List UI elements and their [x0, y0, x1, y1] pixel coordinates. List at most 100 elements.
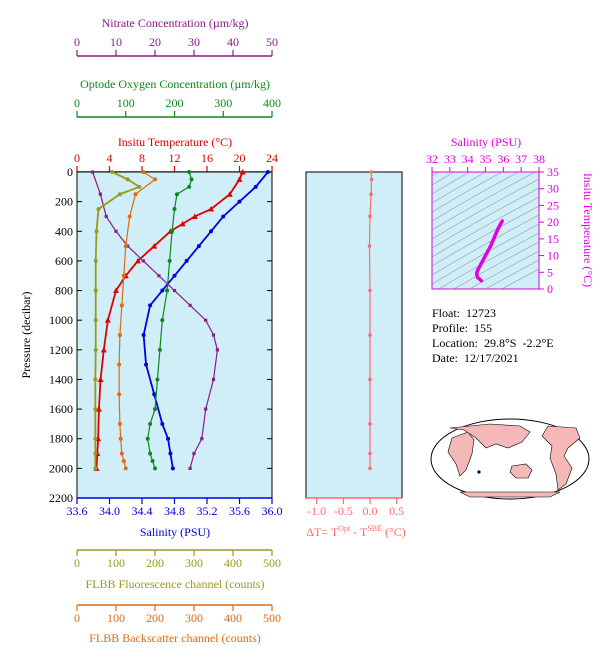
ts-salinity-tick-label: 32 [426, 152, 438, 166]
salinity-point [196, 244, 201, 249]
salinity-point [253, 184, 258, 189]
salinity-point [172, 273, 177, 278]
ts-density-contour [432, 196, 539, 258]
nitrate-tick-label: 50 [266, 35, 278, 49]
nitrate-point [215, 348, 219, 352]
salinity-tick-label: 34.8 [164, 504, 185, 518]
oxygen-point [172, 207, 177, 212]
delta-t-label-sup2: SBE [367, 524, 382, 533]
backscatter-point [117, 333, 122, 337]
ts-temperature-tick-label: 15 [547, 232, 559, 246]
oxygen-point [157, 347, 162, 352]
salinity-tick-label: 35.6 [229, 504, 250, 518]
salinity-point [148, 303, 153, 308]
fluorescence-point [110, 170, 115, 174]
backscatter-point [153, 177, 157, 182]
ts-salinity-tick-label: 38 [533, 152, 545, 166]
pressure-tick-label: 2200 [49, 491, 73, 505]
salinity-point [209, 229, 214, 234]
backscatter-point [117, 392, 122, 397]
nitrate-point [141, 259, 145, 263]
delta-t-point [368, 466, 372, 471]
backscatter-point [127, 214, 132, 219]
map-land-eurasia [449, 423, 531, 449]
profile-number: Profile: 155 [432, 321, 492, 335]
pressure-tick-label: 600 [55, 254, 73, 268]
salinity-tick-label: 35.2 [197, 504, 218, 518]
nitrate-point [104, 214, 108, 219]
salinity-point [166, 436, 170, 441]
ts-point [496, 227, 500, 231]
ts-point [492, 235, 496, 239]
ts-temperature-tick-label: 10 [547, 249, 559, 263]
salinity-point [170, 466, 175, 471]
ts-density-contour [453, 241, 539, 289]
nitrate-point [192, 451, 196, 456]
fluorescence-tick-label: 100 [107, 556, 125, 570]
backscatter-tick-label: 0 [74, 611, 80, 625]
nitrate-point [157, 274, 161, 278]
world-map [430, 418, 590, 500]
float-location-marker [477, 470, 481, 474]
pressure-tick-label: 1600 [49, 402, 73, 416]
backscatter-point [118, 436, 123, 441]
delta-t-point [368, 333, 372, 337]
oxygen-point [187, 170, 192, 174]
nitrate-point [188, 303, 192, 307]
oxygen-tick-label: 200 [166, 96, 184, 110]
oxygen-tick-label: 300 [214, 96, 232, 110]
ts-temperature-tick-label: 35 [547, 165, 559, 179]
fluorescence-tick-label: 0 [74, 556, 80, 570]
fluorescence-tick-label: 400 [224, 556, 242, 570]
salinity-point [265, 170, 270, 174]
oxygen-point [148, 451, 153, 456]
oxygen-point [167, 258, 172, 263]
fluorescence-tick-label: 300 [185, 556, 203, 570]
delta-t-point [368, 288, 372, 293]
oxygen-axis: 0 100 200 300 400 [74, 96, 281, 118]
ts-density-contour [501, 268, 539, 289]
delta-t-axis-label: ΔT= TOpt - TSBE (°C) [306, 524, 406, 539]
fluorescence-tick-label: 500 [263, 556, 281, 570]
salinity-tick-label: 36.0 [262, 504, 283, 518]
nitrate-tick-label: 20 [149, 35, 161, 49]
ts-density-contour [432, 172, 503, 213]
backscatter-point [141, 170, 146, 174]
salinity-tick-label: 34.0 [99, 504, 120, 518]
fluorescence-point [94, 229, 99, 234]
delta-t-plot-area [305, 171, 403, 499]
oxygen-point [160, 318, 165, 323]
backscatter-point [119, 303, 124, 308]
delta-t-axis: -1.0 -0.5 0.0 0.5 [306, 497, 404, 518]
nitrate-point [172, 288, 177, 293]
temperature-tick-label: 12 [169, 151, 181, 165]
pressure-tick-label: 0 [67, 165, 73, 179]
ts-plot-area [431, 171, 540, 290]
oxygen-point [187, 184, 192, 189]
backscatter-point [123, 466, 128, 471]
nitrate-point [211, 333, 216, 337]
temperature-point [104, 317, 111, 323]
delta-t-tick-label: 0.5 [389, 504, 404, 518]
temperature-axis-label: Insitu Temperature (°C) [118, 135, 232, 149]
ts-density-contour [432, 178, 539, 240]
temperature-point [236, 176, 243, 182]
ts-salinity-axis: 32 33 34 35 36 37 38 [426, 152, 545, 172]
backscatter-tick-label: 100 [107, 611, 125, 625]
fluorescence-point [93, 377, 98, 382]
delta-t-point [367, 244, 372, 248]
nitrate-point [98, 192, 102, 196]
backscatter-tick-label: 500 [263, 611, 281, 625]
main-plot-area [76, 171, 273, 499]
delta-t-label-unit: (°C) [382, 525, 406, 539]
oxygen-tick-label: 400 [263, 96, 281, 110]
fluorescence-axis: 0 100 200 300 400 500 [74, 549, 281, 570]
fluorescence-point [93, 451, 98, 456]
backscatter-tick-label: 400 [224, 611, 242, 625]
temperature-point [100, 346, 107, 353]
fluorescence-point [137, 184, 142, 189]
temperature-point [113, 287, 119, 294]
delta-t-point [368, 377, 372, 382]
delta-t-point [368, 422, 372, 426]
main-series-group [91, 169, 270, 471]
